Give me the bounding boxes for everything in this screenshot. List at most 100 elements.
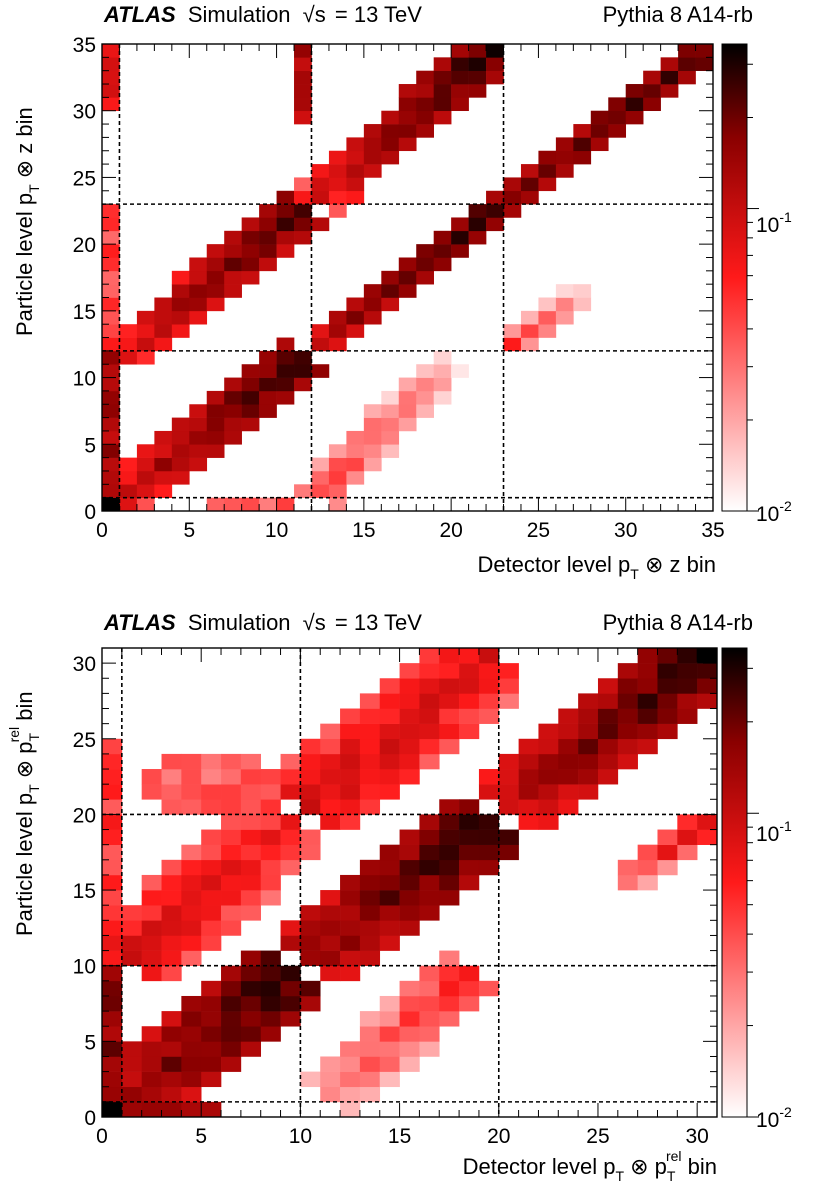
heatmap-cell xyxy=(320,950,341,967)
heatmap-cell xyxy=(573,150,592,165)
heatmap-cell xyxy=(346,324,365,338)
chart-2-colorbar-label-bottom: 10-2 xyxy=(756,1104,792,1132)
heatmap-cell xyxy=(181,844,202,861)
heatmap-cell xyxy=(102,324,120,338)
heatmap-cell xyxy=(478,980,500,997)
heatmap-cell xyxy=(419,995,440,1012)
heatmap-cell xyxy=(161,1026,182,1042)
heatmap-cell xyxy=(260,1011,281,1027)
heatmap-cell xyxy=(320,723,341,740)
heatmap-cell xyxy=(340,965,361,982)
heatmap-cell xyxy=(660,57,679,71)
heatmap-cell xyxy=(141,935,162,951)
heatmap-cell xyxy=(399,1041,420,1057)
heatmap-cell xyxy=(558,738,579,755)
heatmap-cell xyxy=(141,905,162,921)
heatmap-cell xyxy=(340,784,361,800)
heatmap-cell xyxy=(459,874,480,891)
heatmap-cell xyxy=(520,164,539,178)
heatmap-cell xyxy=(259,244,277,258)
heatmap-cell xyxy=(538,753,559,770)
heatmap-cell xyxy=(399,1011,420,1027)
heatmap-cell xyxy=(328,444,347,458)
heatmap-cell xyxy=(657,844,678,861)
heatmap-cell xyxy=(141,1026,162,1042)
heatmap-cell xyxy=(381,297,400,312)
heatmap-cell xyxy=(181,784,202,800)
heatmap-cell xyxy=(419,648,440,664)
heatmap-cell xyxy=(221,784,242,800)
heatmap-cell xyxy=(608,97,627,112)
heatmap-cell xyxy=(276,377,295,392)
heatmap-cell xyxy=(189,310,208,325)
heatmap-cell xyxy=(399,920,420,936)
heatmap-cell xyxy=(294,217,312,232)
heatmap-cell xyxy=(181,1026,202,1042)
heatmap-cell xyxy=(478,648,500,664)
heatmap-cell xyxy=(433,364,452,378)
heatmap-cell xyxy=(240,753,262,770)
heatmap-cell xyxy=(241,364,260,378)
heatmap-cell xyxy=(119,350,138,365)
heatmap-cell xyxy=(221,1041,242,1057)
heatmap-cell xyxy=(399,1026,420,1042)
heatmap-cell xyxy=(328,337,347,352)
heatmap-cell xyxy=(259,404,277,418)
heatmap-cell xyxy=(241,404,260,418)
heatmap-cell xyxy=(102,270,120,285)
heatmap-cell xyxy=(201,769,222,785)
heatmap-cell xyxy=(459,723,480,740)
heatmap-cell xyxy=(359,950,381,967)
x-tick-label: 20 xyxy=(439,519,462,542)
heatmap-cell xyxy=(294,57,312,71)
heatmap-cell xyxy=(280,753,301,770)
heatmap-cell xyxy=(398,97,417,112)
heatmap-cell xyxy=(328,164,347,178)
heatmap-cell xyxy=(221,1011,242,1027)
heatmap-cell xyxy=(381,124,400,138)
heatmap-cell xyxy=(555,137,574,152)
heatmap-cell xyxy=(189,270,208,285)
heatmap-cell xyxy=(379,935,400,951)
heatmap-cell xyxy=(416,377,434,392)
heatmap-cell xyxy=(260,965,281,982)
heatmap-cell xyxy=(486,70,504,85)
heatmap-cell xyxy=(260,859,281,876)
x-tick-label: 0 xyxy=(96,1125,108,1148)
heatmap-cell xyxy=(518,769,539,785)
heatmap-cell xyxy=(538,814,559,830)
heatmap-cell xyxy=(300,784,321,800)
chart-1-colorbar-ticks xyxy=(747,63,759,512)
y-tick-label: 20 xyxy=(73,234,96,257)
y-tick-label: 30 xyxy=(73,101,96,124)
heatmap-cell xyxy=(419,738,440,755)
heatmap-cell xyxy=(240,890,262,906)
heatmap-cell xyxy=(102,799,123,815)
heatmap-cell xyxy=(260,769,281,785)
heatmap-cell xyxy=(346,177,365,192)
heatmap-cell xyxy=(294,70,312,85)
heatmap-cell xyxy=(320,784,341,800)
heatmap-cell xyxy=(498,678,519,694)
heatmap-cell xyxy=(498,784,519,800)
y-tick-label: 0 xyxy=(84,501,96,524)
heatmap-cell xyxy=(419,844,440,861)
heatmap-cell xyxy=(459,814,480,830)
heatmap-cell xyxy=(637,648,658,664)
heatmap-cell xyxy=(573,137,592,152)
heatmap-cell xyxy=(433,377,452,392)
heatmap-cell xyxy=(260,799,281,815)
heatmap-cell xyxy=(181,890,202,906)
heatmap-cell xyxy=(240,859,262,876)
heatmap-cell xyxy=(498,829,519,845)
heatmap-cell xyxy=(419,708,440,724)
heatmap-cell xyxy=(363,430,382,445)
heatmap-cell xyxy=(181,1011,202,1027)
heatmap-cell xyxy=(141,1056,162,1072)
heatmap-cell xyxy=(399,874,420,891)
heatmap-cell xyxy=(102,784,123,800)
heatmap-cell xyxy=(201,844,222,861)
heatmap-cell xyxy=(240,769,262,785)
heatmap-cell xyxy=(181,950,202,967)
heatmap-cell xyxy=(300,935,321,951)
